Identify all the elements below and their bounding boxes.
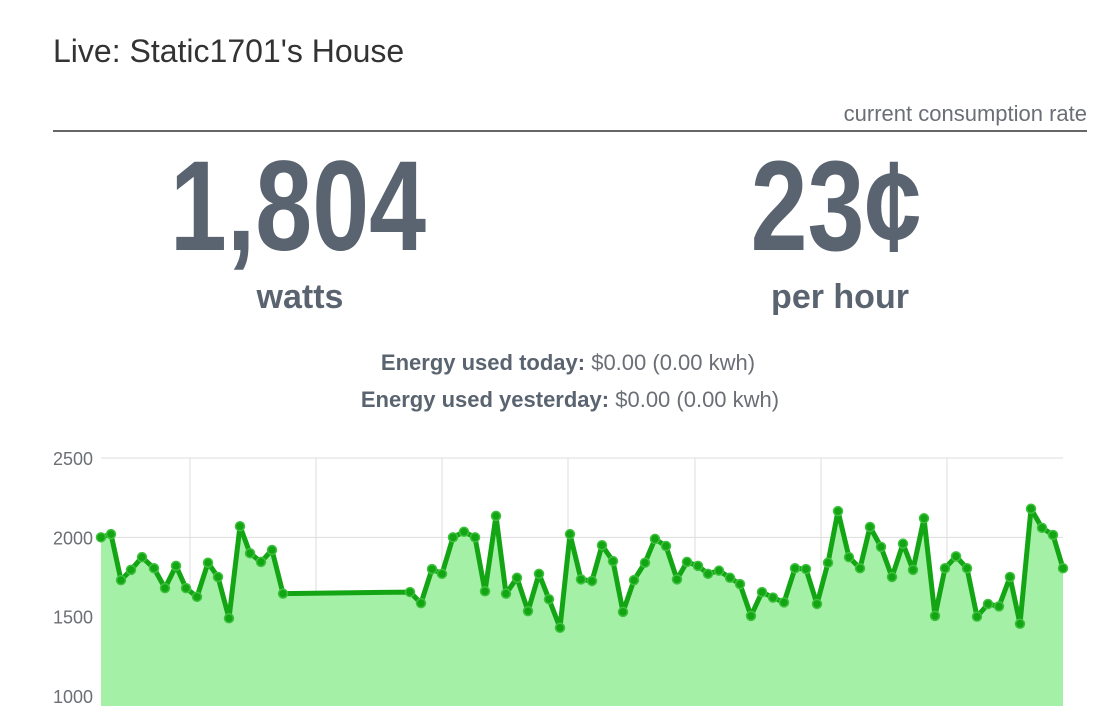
point [458,526,470,538]
point [822,557,834,568]
point [854,563,866,574]
point [148,563,160,574]
point [843,551,855,563]
point [692,560,704,572]
point [159,582,171,594]
point [469,532,481,543]
point [800,563,812,575]
y-tick-label: 2000 [53,528,93,548]
area [101,508,1063,706]
point [617,606,629,618]
point [756,586,768,598]
point [939,563,951,574]
point [490,510,502,522]
point [533,568,545,580]
point [649,533,661,545]
point [136,551,148,563]
point [1047,529,1059,541]
watts-value: 1,804 [170,134,426,278]
point [543,593,555,605]
energy-value: $0.00 (0.00 kwh) [615,387,779,412]
point [479,586,491,597]
point [660,540,672,552]
point [105,528,117,540]
point [266,544,278,556]
point [223,613,235,624]
point [125,564,137,576]
point [897,538,909,549]
point [511,572,523,584]
point [628,574,640,586]
point [202,557,214,568]
watts-unit: watts [256,278,344,316]
energy-label: Energy used today: [381,350,585,375]
point [522,605,534,617]
point [554,622,566,634]
energy-label: Energy used yesterday: [361,387,609,412]
point [575,574,587,585]
point [811,598,823,610]
point [702,568,714,580]
point [95,532,107,543]
point [1004,571,1016,583]
point [681,556,693,568]
point [734,578,746,590]
point [713,565,725,576]
point [864,521,876,533]
point [447,532,459,543]
point [929,610,941,622]
point [234,520,246,532]
point [1036,522,1048,534]
point [607,555,619,567]
energy-yesterday: Energy used yesterday: $0.00 (0.00 kwh) [361,387,779,412]
point [993,601,1005,612]
point [671,574,683,585]
point [244,547,256,559]
point [639,557,651,568]
point [426,563,438,575]
point [586,575,598,587]
y-tick-label: 1000 [53,687,93,706]
point [886,571,898,583]
point [918,513,930,524]
energy-today: Energy used today: $0.00 (0.00 kwh) [381,350,755,375]
point [789,563,801,574]
point [982,598,994,610]
cost-unit: per hour [771,278,909,316]
y-tick-label: 1500 [53,608,93,628]
point [1025,503,1037,515]
y-tick-label: 2500 [53,449,93,469]
point [961,563,973,574]
point [907,564,919,576]
energy-value: $0.00 (0.00 kwh) [591,350,755,375]
point [1057,563,1069,574]
point [500,588,512,599]
point [564,528,576,540]
point [415,597,427,609]
point [170,560,182,572]
point [436,568,448,580]
point [191,591,203,603]
point [255,556,267,568]
point [745,610,757,622]
point [404,586,416,598]
point [596,540,608,551]
point [115,574,127,586]
page-title: Live: Static1701's House [53,33,404,69]
point [277,588,289,599]
point [212,571,224,583]
point [767,592,779,603]
subtitle: current consumption rate [844,101,1087,126]
point [1014,618,1026,630]
point [180,582,192,594]
point [950,551,962,562]
point [875,541,887,553]
point [778,597,790,608]
point [724,572,736,584]
point [832,505,844,517]
point [971,611,983,622]
cost-value: 23¢ [751,134,922,278]
